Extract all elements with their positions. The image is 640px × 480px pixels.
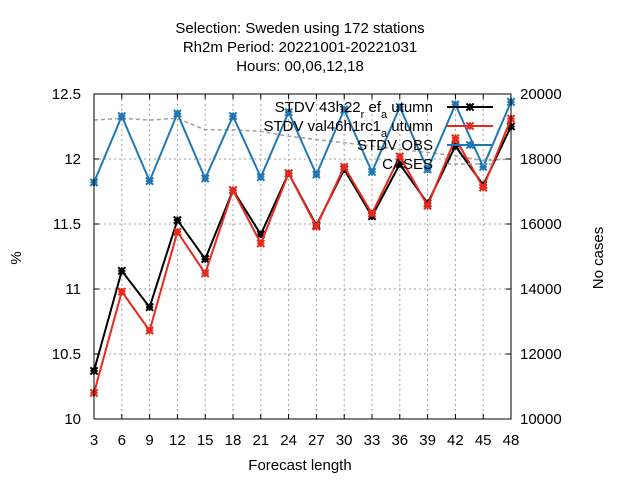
y2-tick-label: 20000 [520,86,562,103]
legend-marker [465,102,475,112]
series-line [93,118,512,394]
y2-axis-label: No cases [590,227,607,290]
x-tick-label: 42 [447,432,464,449]
x-tick-label: 21 [252,432,269,449]
series-layer [89,97,516,398]
x-tick-label: 39 [419,432,436,449]
data-point [228,111,238,121]
plot-frame [93,93,512,420]
chart-title: Selection: Sweden using 172 stations Rh2… [175,20,424,75]
x-tick-label: 27 [308,432,325,449]
x-tick-label: 12 [169,432,186,449]
y2-tick-label: 18000 [520,151,562,168]
x-tick-label: 15 [197,432,214,449]
legend-marker [465,121,475,131]
data-point [312,222,321,231]
x-tick-label: 33 [364,432,381,449]
data-point [173,215,182,225]
data-point [173,109,182,118]
y2-tick-label: 10000 [520,411,562,428]
y-axis-label: % [8,251,25,264]
series-line [93,117,512,162]
data-point [256,172,266,182]
y2-tick-label: 16000 [520,216,562,233]
data-point [395,102,405,112]
x-axis-label: Forecast length [248,457,351,474]
x-tick-label: 30 [336,432,353,449]
y-tick-label: 12.5 [52,86,81,103]
x-tick-label: 36 [391,432,408,449]
data-point [451,133,460,143]
data-point [339,105,349,114]
data-point [117,111,127,121]
x-tick-label: 24 [280,432,297,449]
data-point [200,174,210,183]
data-point [228,185,238,195]
x-tick-label: 48 [503,432,520,449]
data-point [256,239,266,248]
x-tick-label: 3 [90,432,98,449]
data-point [395,152,405,161]
legend-marker [465,140,475,150]
data-point [478,183,488,192]
data-point [200,269,210,278]
y-tick-label: 12 [64,151,81,168]
y-tick-label: 11.5 [53,216,81,233]
x-axis-ticks: 3 6 9 12 15 18 21 24 27 30 33 36 39 42 45 48 [90,94,520,449]
legend-label: STDV 43h22r efa utumn [275,99,433,121]
data-point [284,107,293,117]
data-point [145,176,154,186]
x-tick-label: 18 [225,432,242,449]
y2-axis-ticks: 10000 12000 14000 16000 18000 20000 [506,86,562,428]
series-3 [93,117,512,162]
y-tick-label: 10.5 [52,346,81,363]
title-line-2: Rh2m Period: 20221001-20221031 [183,39,417,56]
x-tick-label: 6 [118,432,126,449]
data-point [145,302,154,312]
data-point [200,254,210,264]
grid-lines [94,94,511,419]
y-axis-ticks: 10 10.5 11 11.5 12 12.5 [52,86,99,428]
series-1 [89,114,516,398]
y-tick-label: 10 [64,411,81,428]
data-point [339,162,349,172]
series-0 [89,122,516,376]
legend-label: STDV OBS [357,137,433,154]
data-point [117,287,127,296]
title-line-3: Hours: 00,06,12,18 [236,58,364,75]
data-point [173,227,182,237]
title-line-1: Selection: Sweden using 172 stations [175,20,424,37]
data-point [423,165,432,174]
y2-tick-label: 14000 [520,281,562,298]
y-tick-label: 11 [65,281,81,298]
data-point [367,167,377,177]
data-point [367,209,377,218]
data-point [284,168,293,178]
y2-tick-label: 12000 [520,346,562,363]
data-point [312,170,321,179]
legend-label: CASES [382,156,433,173]
data-point [145,326,154,335]
series-line [93,101,512,184]
legend-label: STDV val46h1rc1a utumn [263,118,433,140]
data-point [423,201,432,211]
x-tick-label: 9 [145,432,153,449]
x-tick-label: 45 [475,432,492,449]
data-point [117,266,127,276]
